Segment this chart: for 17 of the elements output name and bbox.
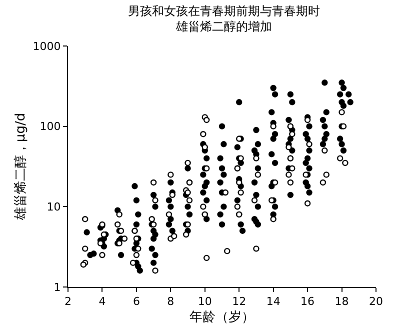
x-tick-label: 8	[167, 295, 174, 308]
x-tick-label: 18	[334, 295, 349, 308]
x-tick-label: 4	[98, 295, 106, 308]
x-tick-label: 10	[198, 295, 212, 308]
y-tick-label: 1000	[32, 40, 61, 53]
x-axis-title: 年龄（岁）	[190, 310, 254, 325]
y-tick-label: 10	[46, 200, 61, 214]
x-tick-label: 2	[64, 295, 72, 308]
y-tick-label: 100	[40, 120, 61, 134]
x-tick-label: 16	[300, 295, 315, 308]
x-tick-label: 14	[266, 295, 280, 308]
y-tick-label: 1	[54, 280, 61, 294]
x-tick-label: 20	[369, 295, 383, 308]
x-tick-label: 6	[132, 295, 140, 308]
y-axis-title: 雄甾烯二醇，μg/d	[14, 112, 29, 222]
x-tick-label: 12	[232, 295, 246, 308]
chart-title: 男孩和女孩在青春期前期与青春期时雄甾烯二醇的增加	[128, 4, 320, 34]
